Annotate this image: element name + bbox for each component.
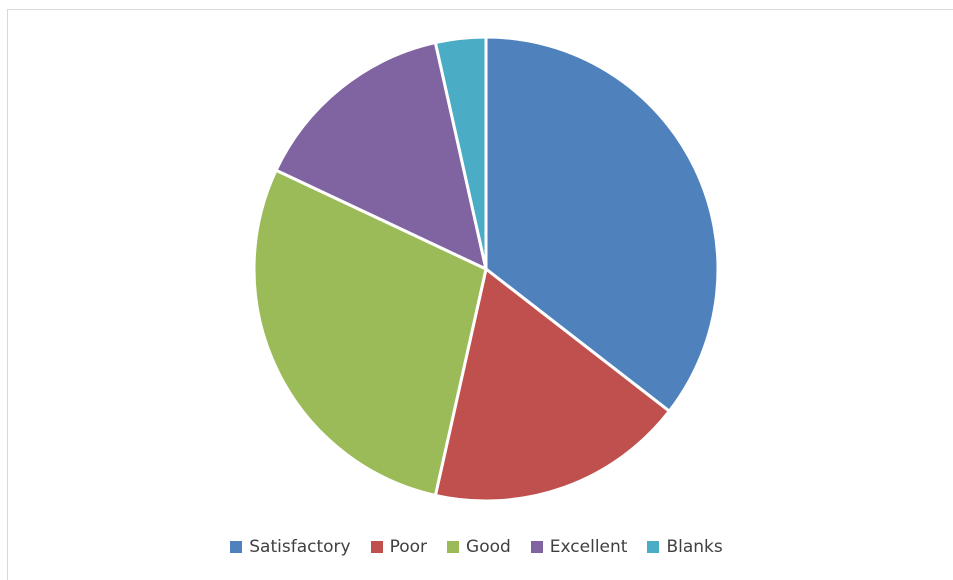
legend-label-poor: Poor [389,537,428,557]
chart-legend: Satisfactory Poor Good Excellent Blanks [0,534,953,560]
legend-item-poor: Poor [370,537,428,557]
legend-item-satisfactory: Satisfactory [230,537,351,557]
legend-swatch-blanks [647,541,660,553]
pie-slice-satisfactory [484,35,720,413]
legend-swatch-poor [370,541,383,553]
legend-item-blanks: Blanks [647,537,723,557]
pie-slice-poor [433,267,671,503]
legend-label-satisfactory: Satisfactory [249,537,351,557]
legend-swatch-good [447,541,460,553]
legend-label-excellent: Excellent [549,537,628,557]
pie-slice-good [252,168,488,497]
legend-swatch-satisfactory [230,541,243,553]
legend-item-excellent: Excellent [530,537,628,557]
pie-slice-excellent [274,41,488,271]
legend-label-good: Good [466,537,511,557]
pie-slice-blanks [433,35,488,271]
legend-label-blanks: Blanks [666,537,723,557]
legend-swatch-excellent [530,541,543,553]
legend-item-good: Good [447,537,511,557]
